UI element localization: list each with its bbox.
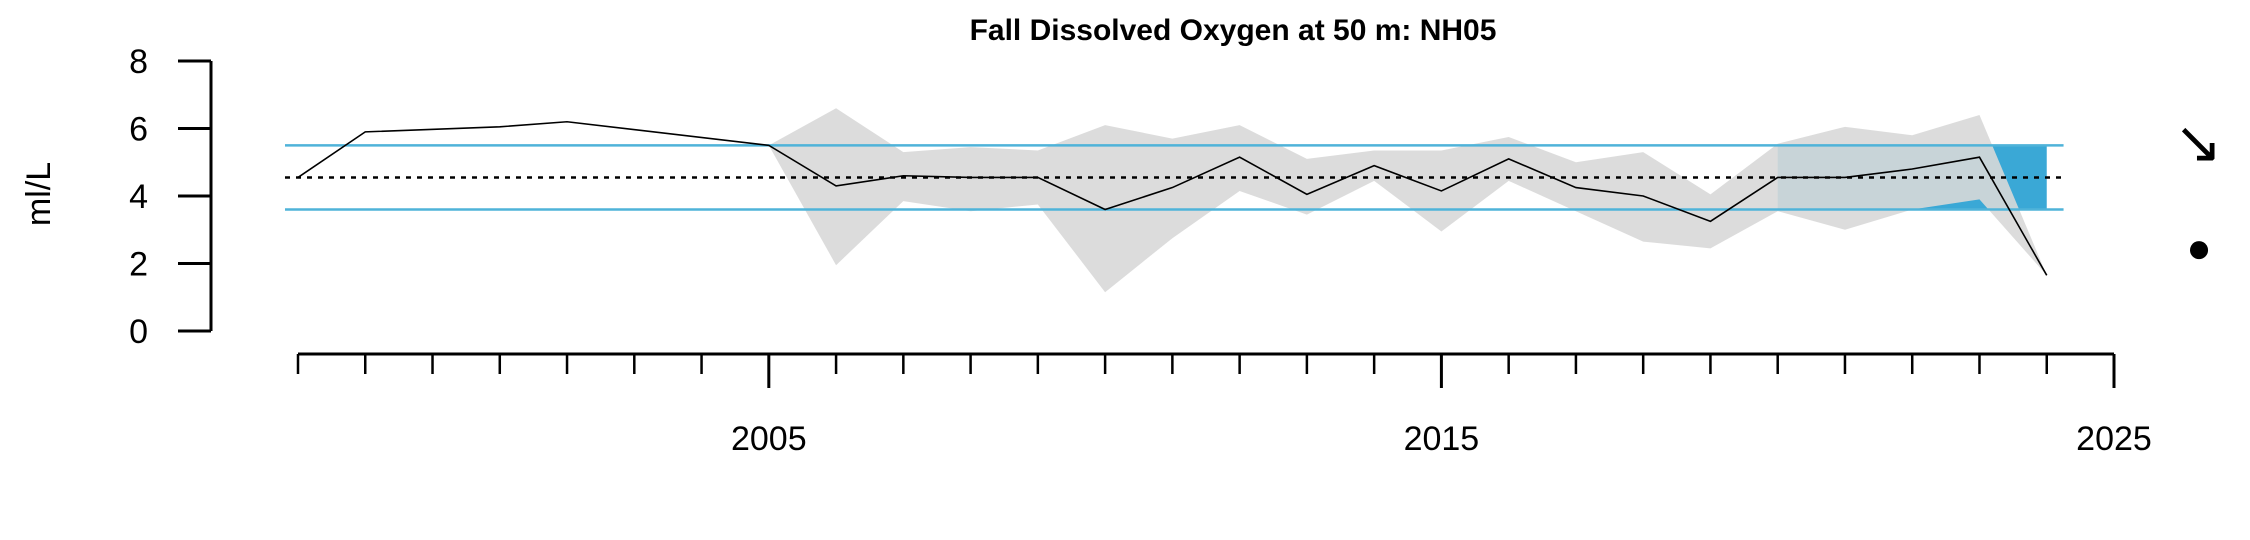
data-point [498, 125, 502, 129]
chart-title: Fall Dissolved Oxygen at 50 m: NH05 [970, 14, 1497, 47]
x-tick-label: 2005 [731, 420, 807, 458]
data-point [1977, 155, 1981, 159]
data-point [969, 175, 973, 179]
data-point [1507, 157, 1511, 161]
data-point [1910, 167, 1914, 171]
data-point [2045, 273, 2049, 277]
x-tick-label: 2015 [1404, 420, 1480, 458]
data-point [1439, 189, 1443, 193]
data-point [296, 175, 300, 179]
y-axis: 0 2 4 6 8 [129, 43, 213, 351]
data-point [1708, 219, 1712, 223]
data-point [834, 184, 838, 188]
confidence-band [298, 108, 2047, 293]
data-point [1641, 194, 1645, 198]
data-point [1574, 186, 1578, 190]
y-tick-label: 8 [129, 43, 148, 81]
data-point [1036, 175, 1040, 179]
data-point [1170, 186, 1174, 190]
data-point [363, 130, 367, 134]
trend-arrow-icon: ↘ [2174, 110, 2223, 175]
data-point [1372, 164, 1376, 168]
series-line [297, 120, 2048, 276]
y-axis-label: ml/L [20, 162, 58, 226]
data-point [767, 143, 771, 147]
y-tick-label: 2 [129, 246, 148, 284]
plot-area [285, 108, 2064, 293]
x-axis: 2005 2015 2025 [296, 352, 2152, 458]
y-tick-label: 6 [129, 111, 148, 149]
x-tick-label: 2025 [2076, 420, 2152, 458]
data-point [901, 174, 905, 178]
data-point [1776, 175, 1780, 179]
status-dot-icon: ● [2186, 224, 2211, 271]
data-point [1843, 175, 1847, 179]
data-point [1103, 208, 1107, 212]
data-point [1238, 155, 1242, 159]
data-point [1305, 192, 1309, 196]
y-tick-label: 0 [129, 313, 148, 351]
y-tick-label: 4 [129, 178, 148, 216]
data-point [565, 120, 569, 124]
